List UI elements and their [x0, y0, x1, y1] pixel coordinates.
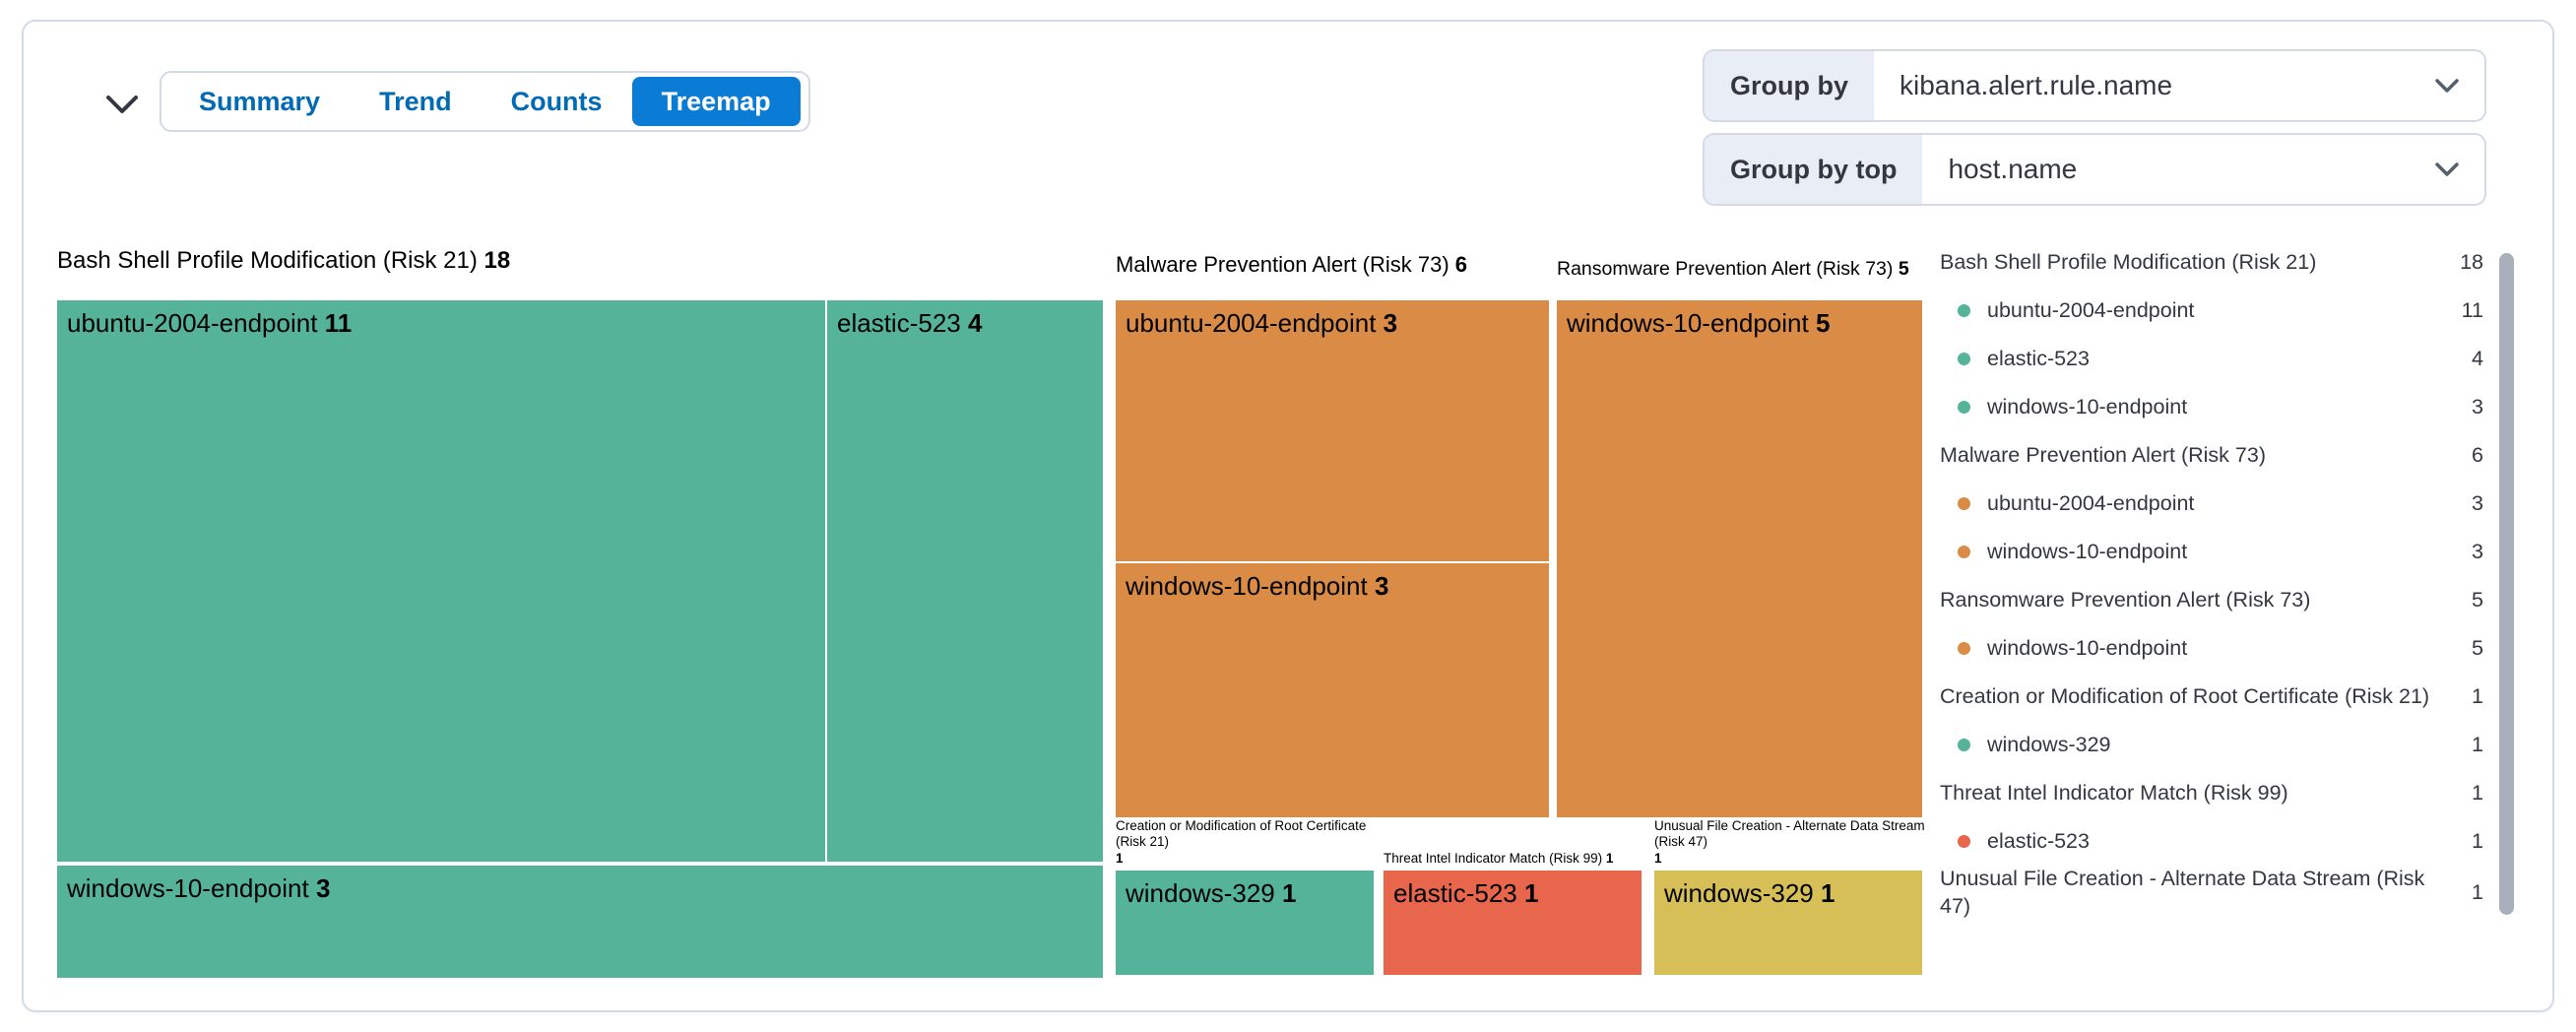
- treemap-section-header: Unusual File Creation - Alternate Data S…: [1654, 817, 1925, 866]
- treemap-cell[interactable]: windows-10-endpoint 3: [57, 866, 1103, 978]
- legend-value: 11: [2461, 297, 2483, 322]
- legend-group-row[interactable]: Creation or Modification of Root Certifi…: [1940, 673, 2483, 721]
- group-by-select[interactable]: Group by kibana.alert.rule.name: [1703, 49, 2486, 122]
- legend-color-dot: [1958, 546, 1970, 558]
- legend-group-row[interactable]: Ransomware Prevention Alert (Risk 73) 5: [1940, 576, 2483, 624]
- legend-label: windows-10-endpoint: [1987, 394, 2188, 419]
- tab-trend[interactable]: Trend: [350, 77, 482, 126]
- treemap-cell[interactable]: ubuntu-2004-endpoint 3: [1116, 300, 1549, 561]
- legend-value: 1: [2472, 879, 2483, 904]
- legend-label: windows-10-endpoint: [1987, 539, 2188, 563]
- legend-color-dot: [1958, 304, 1970, 317]
- legend-group-row[interactable]: Threat Intel Indicator Match (Risk 99) 1: [1940, 769, 2483, 817]
- legend-label: Unusual File Creation - Alternate Data S…: [1940, 867, 2425, 918]
- legend-value: 1: [2472, 732, 2483, 756]
- view-mode-tabs: Summary Trend Counts Treemap: [160, 71, 810, 132]
- legend-value: 1: [2472, 828, 2483, 853]
- legend-color-dot: [1958, 642, 1970, 655]
- chevron-down-icon: [2410, 135, 2484, 204]
- group-by-top-value: host.name: [1948, 154, 2078, 184]
- chevron-down-icon: [106, 96, 138, 113]
- chevron-down-icon: [2410, 51, 2484, 120]
- legend-color-dot: [1958, 353, 1970, 365]
- treemap-section-header: Bash Shell Profile Modification (Risk 21…: [57, 247, 511, 274]
- legend-label: ubuntu-2004-endpoint: [1987, 490, 2195, 515]
- legend-group-row[interactable]: Unusual File Creation - Alternate Data S…: [1940, 866, 2483, 921]
- treemap-cell[interactable]: windows-10-endpoint 3: [1116, 563, 1549, 817]
- legend-scrollbar-thumb[interactable]: [2499, 253, 2514, 915]
- legend-value: 5: [2472, 635, 2483, 660]
- legend-value: 1: [2472, 683, 2483, 708]
- legend-label: Malware Prevention Alert (Risk 73): [1940, 442, 2266, 467]
- legend-value: 3: [2472, 539, 2483, 563]
- legend-label: elastic-523: [1987, 828, 2090, 853]
- tab-counts[interactable]: Counts: [482, 77, 632, 126]
- treemap-section-header: Malware Prevention Alert (Risk 73) 6: [1116, 252, 1468, 277]
- legend-item-row[interactable]: windows-10-endpoint 3: [1940, 528, 2483, 576]
- legend-item-row[interactable]: windows-329 1: [1940, 721, 2483, 769]
- treemap-section-header: Ransomware Prevention Alert (Risk 73) 5: [1557, 258, 1909, 280]
- treemap-section-header: Threat Intel Indicator Match (Risk 99) 1: [1384, 850, 1614, 866]
- treemap-cell[interactable]: windows-329 1: [1116, 871, 1374, 975]
- legend-value: 3: [2472, 394, 2483, 419]
- legend-label: Bash Shell Profile Modification (Risk 21…: [1940, 249, 2317, 274]
- legend-item-row[interactable]: elastic-523 4: [1940, 335, 2483, 383]
- legend-group-row[interactable]: Malware Prevention Alert (Risk 73) 6: [1940, 431, 2483, 480]
- legend-label: ubuntu-2004-endpoint: [1987, 297, 2195, 322]
- group-by-top-select[interactable]: Group by top host.name: [1703, 133, 2486, 206]
- treemap-cell[interactable]: windows-329 1: [1654, 871, 1922, 975]
- legend-value: 1: [2472, 780, 2483, 805]
- legend-label: Creation or Modification of Root Certifi…: [1940, 683, 2430, 708]
- treemap-cell[interactable]: elastic-523 1: [1384, 871, 1642, 975]
- group-by-label: Group by: [1705, 51, 1874, 120]
- group-by-top-label: Group by top: [1705, 135, 1923, 204]
- treemap-chart: Bash Shell Profile Modification (Risk 21…: [57, 246, 1925, 991]
- legend-value: 4: [2472, 346, 2483, 370]
- treemap-cell[interactable]: ubuntu-2004-endpoint 11: [57, 300, 825, 862]
- legend-label: Ransomware Prevention Alert (Risk 73): [1940, 587, 2311, 612]
- legend-color-dot: [1958, 739, 1970, 751]
- legend-label: elastic-523: [1987, 346, 2090, 370]
- legend-color-dot: [1958, 497, 1970, 510]
- group-by-value: kibana.alert.rule.name: [1900, 70, 2173, 100]
- legend-item-row[interactable]: windows-10-endpoint 5: [1940, 624, 2483, 673]
- legend-item-row[interactable]: windows-10-endpoint 3: [1940, 383, 2483, 431]
- legend-item-row[interactable]: ubuntu-2004-endpoint 3: [1940, 480, 2483, 528]
- legend-color-dot: [1958, 401, 1970, 414]
- treemap-cell[interactable]: windows-10-endpoint 5: [1557, 300, 1922, 817]
- legend-value: 5: [2472, 587, 2483, 612]
- legend-item-row[interactable]: elastic-523 1: [1940, 817, 2483, 866]
- legend-value: 6: [2472, 442, 2483, 467]
- legend-item-row[interactable]: ubuntu-2004-endpoint 11: [1940, 287, 2483, 335]
- chart-legend: Bash Shell Profile Modification (Risk 21…: [1940, 238, 2483, 997]
- tab-summary[interactable]: Summary: [169, 77, 350, 126]
- legend-label: Threat Intel Indicator Match (Risk 99): [1940, 780, 2288, 805]
- legend-value: 18: [2460, 249, 2483, 274]
- legend-group-row[interactable]: Bash Shell Profile Modification (Risk 21…: [1940, 238, 2483, 287]
- treemap-cell[interactable]: elastic-523 4: [827, 300, 1103, 862]
- collapse-panel-button[interactable]: [91, 77, 154, 132]
- treemap-section-header: Creation or Modification of Root Certifi…: [1116, 817, 1367, 866]
- legend-label: windows-329: [1987, 732, 2111, 756]
- legend-value: 3: [2472, 490, 2483, 515]
- legend-label: windows-10-endpoint: [1987, 635, 2188, 660]
- tab-treemap[interactable]: Treemap: [631, 77, 801, 126]
- legend-color-dot: [1958, 835, 1970, 848]
